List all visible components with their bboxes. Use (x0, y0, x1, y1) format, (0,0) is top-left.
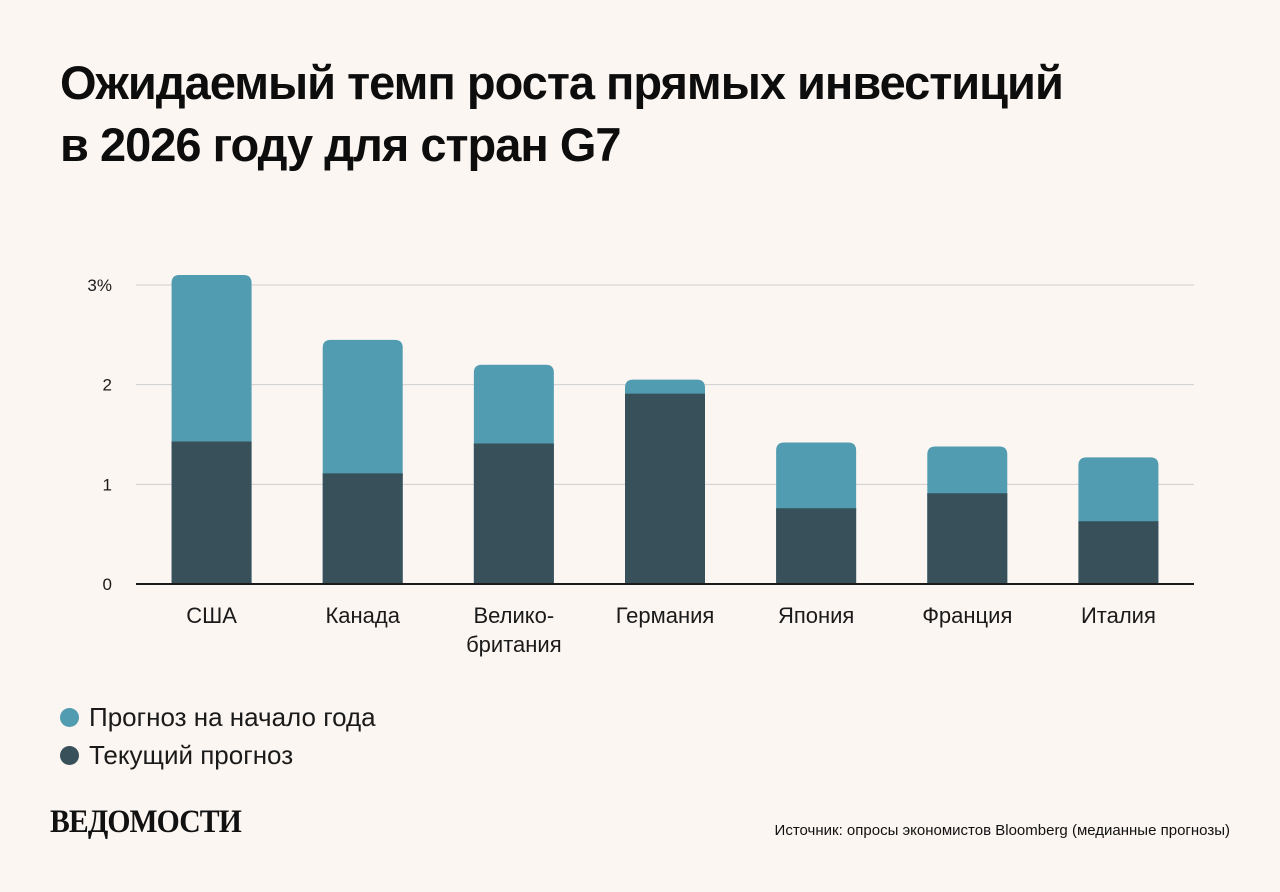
x-category-label: Канада (325, 603, 400, 628)
bar-current-forecast (322, 474, 403, 584)
y-tick-label: 0 (103, 575, 112, 594)
y-tick-label: 3% (87, 276, 112, 295)
legend-label-current: Текущий прогноз (89, 739, 294, 770)
bar-current-forecast (1078, 522, 1159, 584)
legend-swatch-current (60, 745, 79, 765)
legend-item-start: Прогноз на начало года (60, 698, 376, 736)
x-category-label: Германия (616, 603, 715, 628)
bar-current-forecast (776, 509, 857, 584)
legend: Прогноз на начало года Текущий прогноз (60, 698, 376, 774)
legend-item-current: Текущий прогноз (60, 736, 376, 774)
x-category-label: Франция (922, 603, 1012, 628)
x-category-label: США (186, 603, 237, 628)
legend-label-start: Прогноз на начало года (89, 701, 376, 732)
x-category-label: Италия (1081, 603, 1156, 628)
bar-current-forecast (927, 494, 1008, 584)
chart-title: Ожидаемый темп роста прямых инвестиций в… (60, 52, 1220, 176)
vedomosti-logo: ВЕДОМОСТИ (50, 804, 242, 840)
y-tick-label: 2 (103, 376, 112, 395)
bar-current-forecast (171, 442, 252, 584)
source-note: Источник: опросы экономистов Bloomberg (… (774, 822, 1230, 839)
chart-title-line1: Ожидаемый темп роста прямых инвестиций (60, 56, 1064, 109)
y-tick-label: 1 (103, 475, 112, 494)
x-category-label: Велико- (473, 603, 554, 628)
x-category-label: Япония (778, 603, 854, 628)
bar-current-forecast (473, 444, 554, 584)
chart-title-line2: в 2026 году для стран G7 (60, 118, 622, 171)
x-category-label: британия (466, 632, 562, 657)
legend-swatch-start (60, 707, 79, 727)
bar-current-forecast (625, 394, 705, 584)
